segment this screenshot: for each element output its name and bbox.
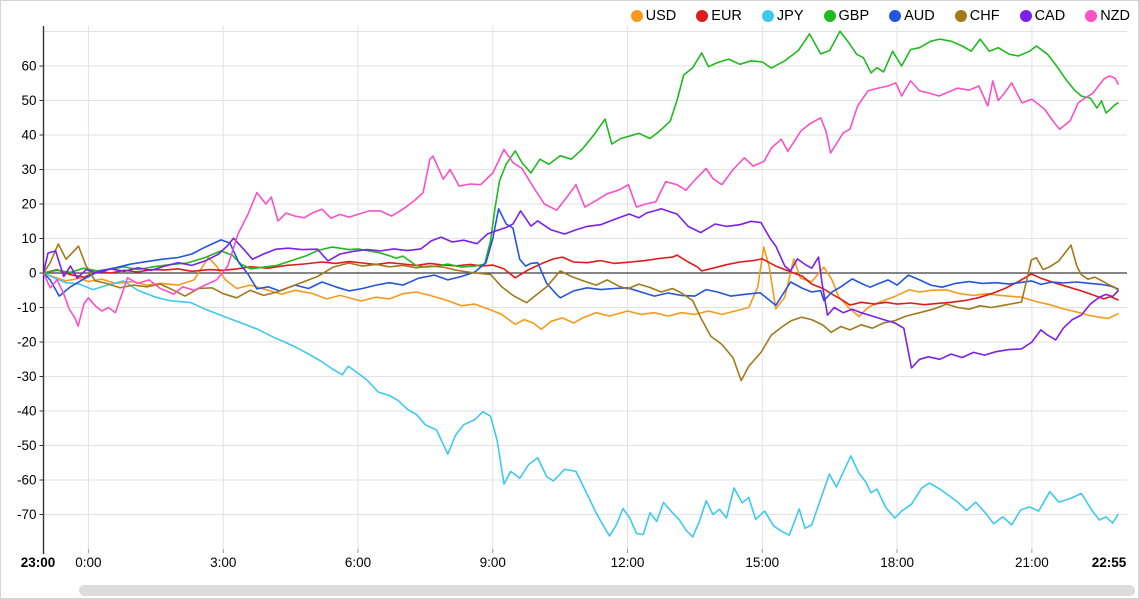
legend-dot-nzd [1085, 10, 1098, 22]
legend-dot-gbp [823, 10, 836, 22]
y-axis-label--70: -70 [17, 507, 37, 522]
plot-area[interactable] [43, 30, 1119, 538]
x-axis-label-18:00: 18:00 [880, 555, 914, 570]
y-axis-label-40: 40 [21, 128, 36, 143]
legend-label-chf: CHF [969, 8, 1000, 24]
series-line-chf [43, 243, 1119, 382]
legend-item-chf[interactable]: CHF [954, 8, 1000, 24]
x-axis-end-label: 22:55 [1092, 555, 1127, 570]
legend-label-cad: CAD [1034, 8, 1066, 24]
series-line-nzd [43, 75, 1119, 327]
legend-item-usd[interactable]: USD [630, 8, 677, 24]
series-line-jpy [43, 272, 1119, 538]
y-axis-label--50: -50 [17, 438, 37, 453]
legend-dot-cad [1019, 10, 1032, 22]
legend-dot-chf [954, 10, 967, 22]
legend-label-jpy: JPY [776, 8, 804, 24]
x-axis-label-3:00: 3:00 [210, 555, 236, 570]
y-axis-label-30: 30 [21, 162, 36, 177]
y-axis-label--30: -30 [17, 369, 37, 384]
legend: USD EUR JPY GBP AUD CHF CAD NZD [630, 5, 1130, 27]
series-line-gbp [43, 30, 1119, 274]
series-line-eur [43, 254, 1119, 306]
legend-label-aud: AUD [904, 8, 935, 24]
legend-item-gbp[interactable]: GBP [823, 8, 870, 24]
legend-dot-usd [630, 10, 643, 22]
y-axis-label--60: -60 [17, 473, 37, 488]
scrollbar-thumb[interactable] [79, 585, 1135, 596]
legend-label-eur: EUR [711, 8, 742, 24]
legend-dot-jpy [761, 10, 774, 22]
x-axis-label-21:00: 21:00 [1015, 555, 1049, 570]
y-axis-label--20: -20 [17, 335, 37, 350]
series-line-aud [43, 208, 1119, 307]
x-axis-label-0:00: 0:00 [75, 555, 101, 570]
x-axis-label-6:00: 6:00 [345, 555, 371, 570]
y-axis-label-10: 10 [21, 231, 36, 246]
legend-label-nzd: NZD [1100, 8, 1130, 24]
legend-item-nzd[interactable]: NZD [1085, 8, 1130, 24]
legend-dot-eur [696, 10, 709, 22]
legend-item-jpy[interactable]: JPY [761, 8, 804, 24]
series-line-usd [43, 246, 1119, 331]
series-line-cad [43, 208, 1119, 369]
y-axis-label-50: 50 [21, 93, 36, 108]
x-axis-label-12:00: 12:00 [611, 555, 645, 570]
y-axis-label-60: 60 [21, 59, 36, 74]
x-axis-start-label: 23:00 [21, 555, 56, 570]
legend-dot-aud [889, 10, 902, 22]
x-axis-label-15:00: 15:00 [745, 555, 779, 570]
x-axis-label-9:00: 9:00 [480, 555, 506, 570]
y-axis-label-20: 20 [21, 197, 36, 212]
legend-label-usd: USD [645, 8, 677, 24]
legend-item-eur[interactable]: EUR [696, 8, 742, 24]
legend-item-cad[interactable]: CAD [1019, 8, 1066, 24]
y-axis-label-0: 0 [29, 266, 37, 281]
horizontal-scrollbar[interactable] [1, 584, 1138, 597]
legend-item-aud[interactable]: AUD [889, 8, 935, 24]
y-axis-label--10: -10 [17, 300, 37, 315]
legend-label-gbp: GBP [838, 8, 870, 24]
y-axis-label--40: -40 [17, 404, 37, 419]
